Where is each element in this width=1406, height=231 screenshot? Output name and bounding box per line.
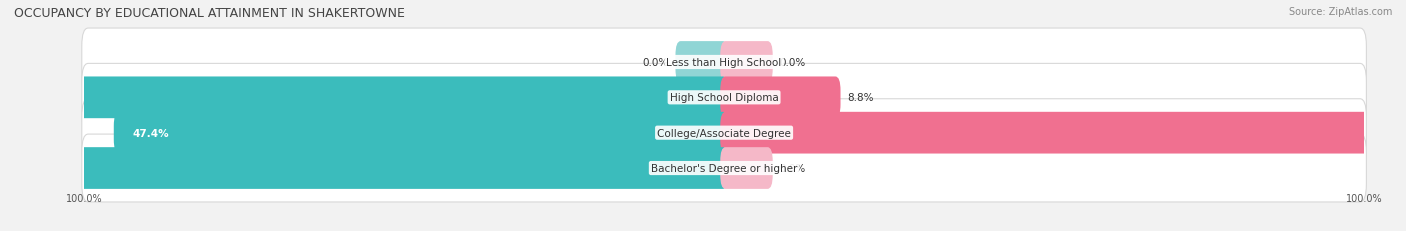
FancyBboxPatch shape: [720, 112, 1400, 154]
Text: College/Associate Degree: College/Associate Degree: [657, 128, 792, 138]
Text: 0.0%: 0.0%: [779, 163, 806, 173]
FancyBboxPatch shape: [0, 148, 728, 189]
FancyBboxPatch shape: [114, 112, 728, 154]
FancyBboxPatch shape: [82, 99, 1367, 167]
FancyBboxPatch shape: [82, 64, 1367, 132]
Text: Source: ZipAtlas.com: Source: ZipAtlas.com: [1288, 7, 1392, 17]
Text: 47.4%: 47.4%: [134, 128, 170, 138]
Text: 0.0%: 0.0%: [779, 58, 806, 68]
FancyBboxPatch shape: [720, 77, 841, 119]
FancyBboxPatch shape: [82, 134, 1367, 202]
FancyBboxPatch shape: [675, 42, 728, 83]
Text: Bachelor's Degree or higher: Bachelor's Degree or higher: [651, 163, 797, 173]
FancyBboxPatch shape: [82, 29, 1367, 97]
Text: High School Diploma: High School Diploma: [669, 93, 779, 103]
Text: OCCUPANCY BY EDUCATIONAL ATTAINMENT IN SHAKERTOWNE: OCCUPANCY BY EDUCATIONAL ATTAINMENT IN S…: [14, 7, 405, 20]
Text: Less than High School: Less than High School: [666, 58, 782, 68]
FancyBboxPatch shape: [720, 42, 773, 83]
Text: 0.0%: 0.0%: [643, 58, 669, 68]
Text: 8.8%: 8.8%: [846, 93, 873, 103]
FancyBboxPatch shape: [720, 148, 773, 189]
FancyBboxPatch shape: [0, 77, 728, 119]
